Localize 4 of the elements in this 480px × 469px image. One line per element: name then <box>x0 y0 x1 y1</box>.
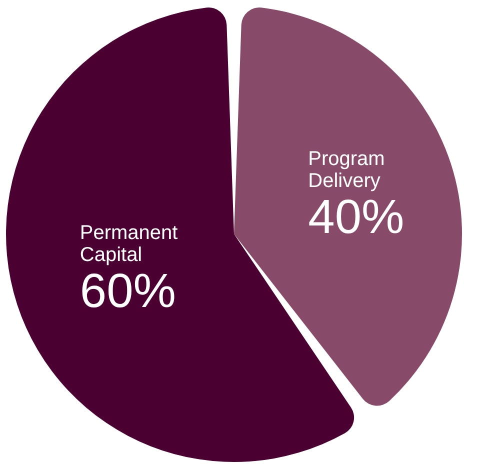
slice-label: Program Delivery <box>308 148 385 192</box>
data-label: 40% <box>308 190 404 244</box>
data-label: 60% <box>80 265 176 318</box>
slice-label: Permanent Capital <box>80 222 178 266</box>
